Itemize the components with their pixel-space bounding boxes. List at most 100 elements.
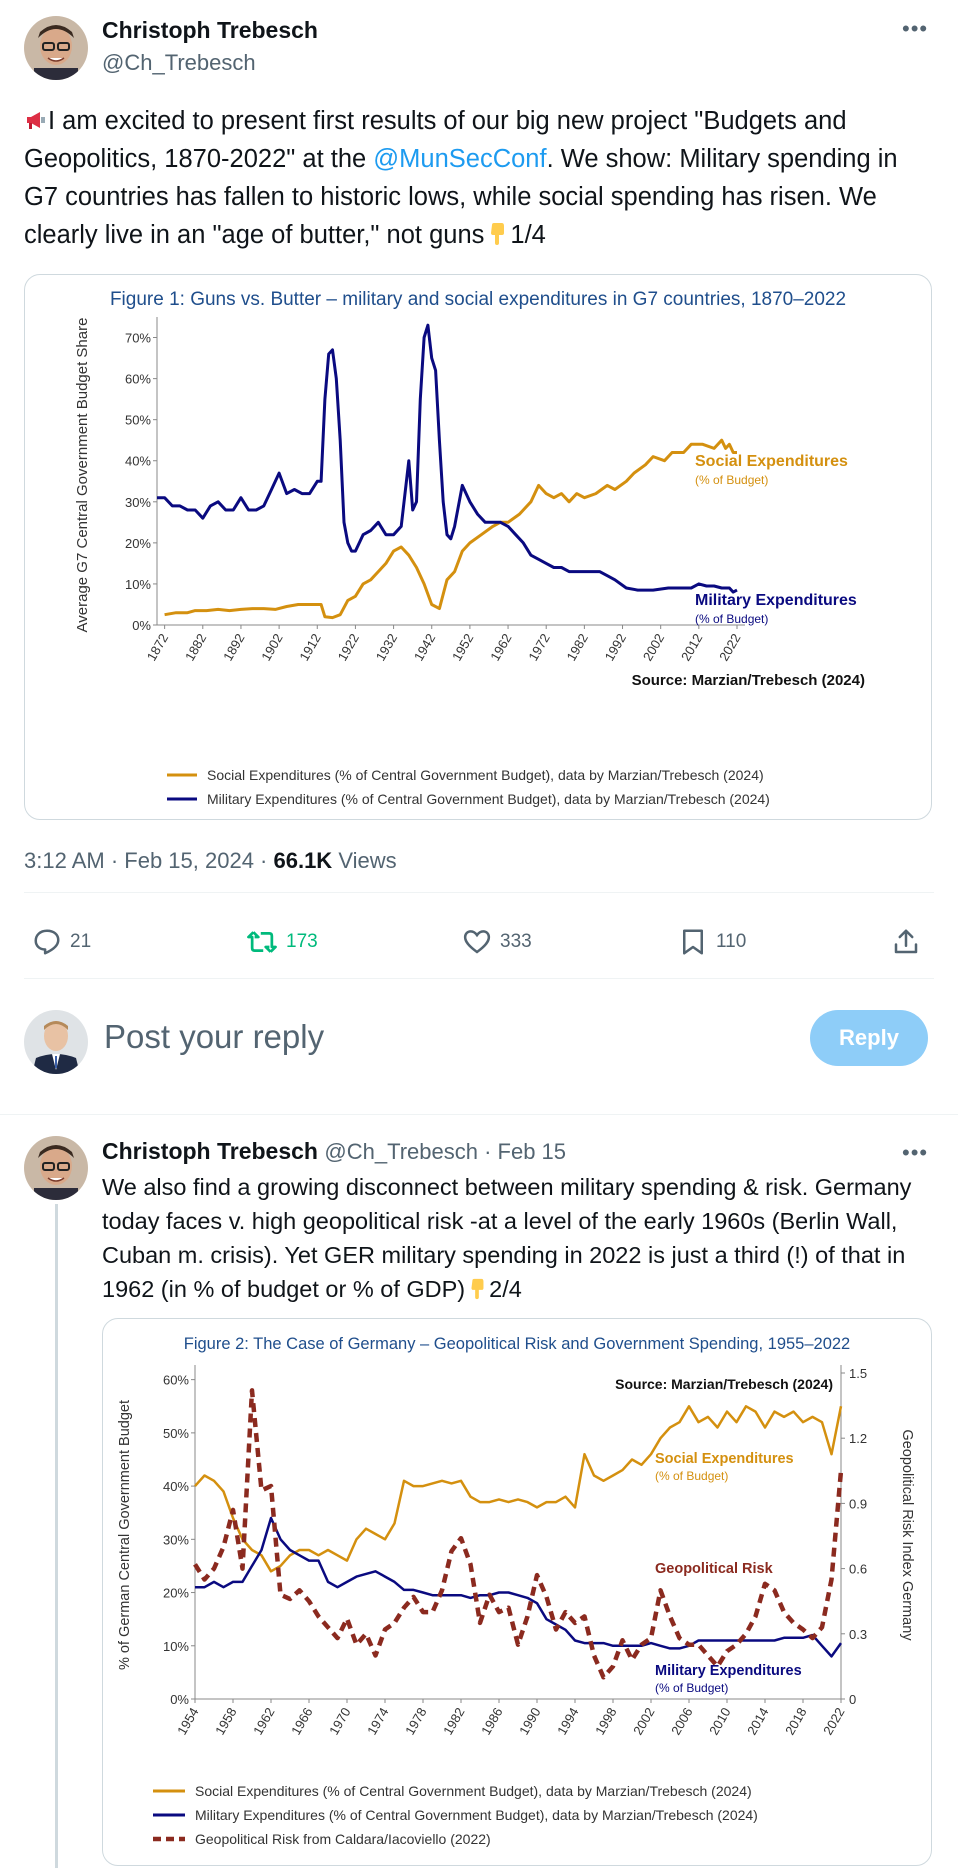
y-tick-label: 0% <box>132 618 151 633</box>
x-tick-label: 1932 <box>373 631 400 664</box>
x-tick-label: 1994 <box>554 1705 581 1738</box>
thread-line <box>55 1204 58 1868</box>
x-tick-label: 1990 <box>516 1705 543 1738</box>
more-options-icon[interactable]: ••• <box>902 1140 929 1165</box>
share-action[interactable] <box>891 927 921 957</box>
bookmark-icon <box>683 929 703 955</box>
y2-tick-label: 0.6 <box>849 1562 867 1577</box>
military-series-sublabel: (% of Budget) <box>695 612 768 626</box>
x-tick-label: 1892 <box>220 631 247 664</box>
x-tick-label: 2022 <box>716 631 743 664</box>
reply-action[interactable]: 21 <box>32 927 91 957</box>
y-axis-label: % of German Central Government Budget <box>117 1400 133 1670</box>
author-name[interactable]: Christoph Trebesch <box>102 1138 318 1164</box>
y-tick-label: 20% <box>163 1586 189 1601</box>
y2-tick-label: 0.9 <box>849 1496 867 1511</box>
social-series-sublabel: (% of Budget) <box>655 1469 728 1483</box>
bookmark-action[interactable]: 110 <box>678 927 746 957</box>
figure1-chart: Figure 1: Guns vs. Butter – military and… <box>74 289 865 807</box>
geopolitical-series-label: Geopolitical Risk <box>655 1561 774 1577</box>
x-tick-label: 1974 <box>364 1705 391 1738</box>
x-tick-label: 2002 <box>630 1705 657 1738</box>
author-avatar[interactable] <box>24 1136 88 1200</box>
legend-military-label: Military Expenditures (% of Central Gove… <box>195 1807 758 1823</box>
author-handle[interactable]: @Ch_Trebesch <box>102 50 256 75</box>
x-tick-label: 1972 <box>525 631 552 664</box>
chart-title: Figure 2: The Case of Germany – Geopolit… <box>184 1335 851 1353</box>
y-tick-label: 30% <box>163 1532 189 1547</box>
divider <box>24 892 934 893</box>
pointing-down-icon <box>465 1276 489 1300</box>
legend-geo-label: Geopolitical Risk from Caldara/Iacoviell… <box>195 1831 491 1847</box>
legend-military-label: Military Expenditures (% of Central Gove… <box>207 791 770 807</box>
figure2-chart: Figure 2: The Case of Germany – Geopolit… <box>117 1335 915 1847</box>
x-tick-label: 2014 <box>744 1705 771 1738</box>
bookmark-count: 110 <box>716 931 747 952</box>
x-tick-label: 1912 <box>296 631 323 664</box>
pointing-down-icon <box>484 220 510 246</box>
like-count: 333 <box>500 931 532 952</box>
megaphone-icon <box>24 105 48 129</box>
divider <box>0 1114 958 1115</box>
author-avatar[interactable] <box>24 16 88 80</box>
x-tick-label: 1882 <box>182 631 209 664</box>
military-series-sublabel: (% of Budget) <box>655 1681 728 1695</box>
x-tick-label: 2012 <box>678 631 705 664</box>
y-tick-label: 40% <box>125 454 151 469</box>
user-avatar[interactable] <box>24 1010 88 1074</box>
x-tick-label: 1872 <box>144 631 171 664</box>
y-tick-label: 10% <box>125 577 151 592</box>
geopolitical-risk-line <box>193 1388 844 1680</box>
x-tick-label: 1982 <box>564 631 591 664</box>
tweet-timestamp[interactable]: 3:12 AM · Feb 15, 2024 · <box>24 848 274 873</box>
repost-icon <box>247 931 277 953</box>
reply-input[interactable]: Post your reply <box>104 1018 325 1055</box>
y2-tick-label: 1.5 <box>849 1366 867 1381</box>
figure2-card[interactable]: Figure 2: The Case of Germany – Geopolit… <box>102 1318 932 1866</box>
source-note: Source: Marzian/Trebesch (2024) <box>632 672 865 689</box>
tweet-meta: 3:12 AM · Feb 15, 2024 · 66.1K Views <box>24 848 397 874</box>
figure1-card[interactable]: Figure 1: Guns vs. Butter – military and… <box>24 274 932 820</box>
like-action[interactable]: 333 <box>462 927 532 957</box>
views-label: Views <box>332 848 397 873</box>
chart-title: Figure 1: Guns vs. Butter – military and… <box>110 289 846 310</box>
more-options-icon[interactable]: ••• <box>902 16 929 41</box>
x-tick-label: 2010 <box>706 1705 733 1738</box>
y-tick-label: 0% <box>170 1692 189 1707</box>
tweet-text-part: . We show: Military spending in G7 count… <box>24 145 898 249</box>
y-tick-label: 50% <box>125 413 151 428</box>
x-tick-label: 1902 <box>258 631 285 664</box>
x-tick-label: 1966 <box>288 1705 315 1738</box>
author-handle[interactable]: @Ch_Trebesch <box>324 1139 478 1164</box>
mention-link[interactable]: @MunSecConf <box>373 145 547 173</box>
x-tick-label: 1954 <box>174 1705 201 1738</box>
social-expenditures-line <box>194 1405 843 1573</box>
repost-action[interactable]: 173 <box>246 927 318 957</box>
x-tick-label: 2022 <box>820 1705 847 1738</box>
tweet-date[interactable]: · Feb 15 <box>477 1139 567 1164</box>
reply-count: 21 <box>70 931 92 952</box>
reply-button[interactable]: Reply <box>810 1010 928 1066</box>
tweet2-header: Christoph Trebesch @Ch_Trebesch · Feb 15 <box>102 1138 566 1165</box>
x-tick-label: 1952 <box>449 631 476 664</box>
x-tick-label: 1986 <box>478 1705 505 1738</box>
y-tick-label: 60% <box>163 1373 189 1388</box>
x-tick-label: 1942 <box>411 631 438 664</box>
y-tick-label: 70% <box>125 331 151 346</box>
x-tick-label: 1982 <box>440 1705 467 1738</box>
tweet-text-part: We also find a growing disconnect betwee… <box>102 1174 912 1302</box>
x-tick-label: 1998 <box>592 1705 619 1738</box>
military-expenditures-line <box>157 323 738 594</box>
source-note: Source: Marzian/Trebesch (2024) <box>615 1376 833 1392</box>
y-tick-label: 40% <box>163 1479 189 1494</box>
social-series-sublabel: (% of Budget) <box>695 473 768 487</box>
y2-axis-label: Geopolitical Risk Index Germany <box>899 1429 915 1641</box>
x-tick-label: 1962 <box>487 631 514 664</box>
x-tick-label: 1978 <box>402 1705 429 1738</box>
y-axis-label: Average G7 Central Government Budget Sha… <box>74 318 91 633</box>
military-series-label: Military Expenditures <box>655 1663 802 1679</box>
tweet-text: We also find a growing disconnect betwee… <box>102 1170 932 1306</box>
author-name[interactable]: Christoph Trebesch <box>102 17 318 43</box>
x-tick-label: 2002 <box>640 631 667 664</box>
repost-count: 173 <box>286 931 318 952</box>
